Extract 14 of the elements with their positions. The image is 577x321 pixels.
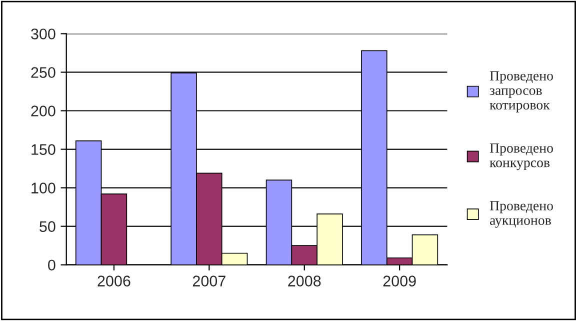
y-tick-label: 100 (32, 182, 56, 194)
x-tick-label: 2007 (192, 276, 226, 286)
y-tick-label: 0 (48, 260, 56, 271)
x-tick-label: 2009 (383, 276, 416, 286)
legend-label: Проведено конкурсов (490, 143, 553, 170)
x-tick-label: 2008 (288, 276, 321, 286)
legend-label: Проведено запросов котировок (490, 71, 553, 112)
y-tick-label: 250 (31, 67, 56, 78)
legend-label: Проведено аукционов (490, 201, 553, 228)
y-tick-label: 300 (31, 28, 56, 40)
y-tick-label: 50 (40, 221, 56, 232)
y-tick-label: 150 (32, 144, 56, 155)
x-tick-label: 2006 (98, 276, 130, 286)
y-tick-label: 200 (31, 106, 56, 116)
